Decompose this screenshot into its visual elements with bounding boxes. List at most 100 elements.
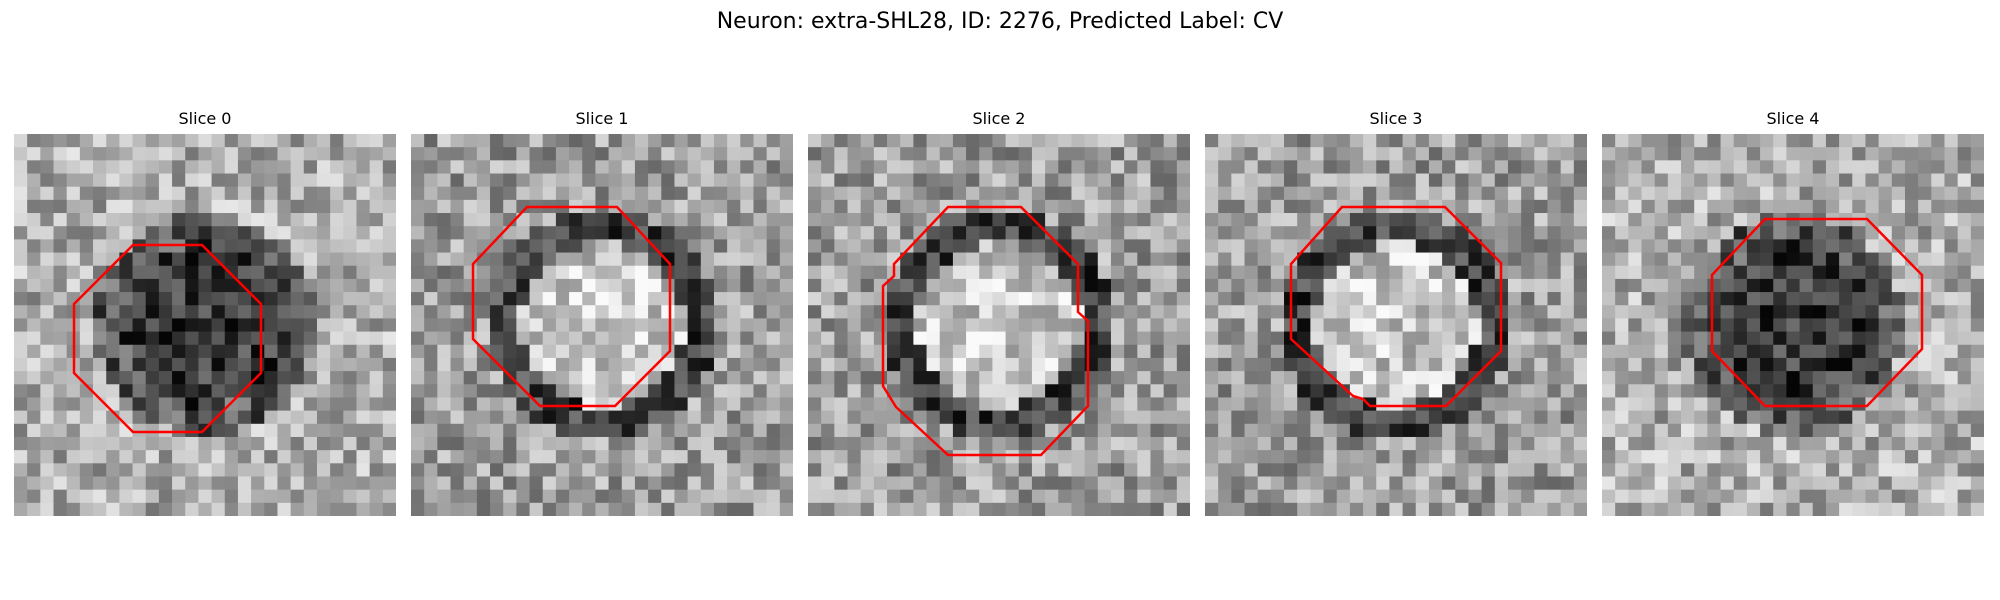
pixel [53, 450, 68, 464]
pixel [1786, 278, 1801, 293]
pixel [1428, 278, 1443, 293]
pixel [1904, 226, 1919, 240]
pixel [516, 463, 531, 478]
pixel [1628, 397, 1643, 412]
pixel [277, 292, 292, 306]
pixel [648, 344, 662, 359]
pixel [1507, 160, 1522, 175]
pixel [1481, 305, 1496, 320]
pixel [490, 357, 504, 372]
pixel [873, 436, 888, 451]
pixel [1310, 305, 1325, 320]
pixel [382, 344, 396, 359]
pixel [621, 173, 636, 188]
pixel [1097, 226, 1112, 240]
pixel [1507, 410, 1522, 425]
pixel [1045, 384, 1059, 399]
pixel [330, 397, 344, 412]
pixel [847, 450, 862, 464]
pixel [1402, 226, 1417, 240]
pixel [211, 450, 226, 464]
pixel [1891, 423, 1906, 438]
pixel [1694, 397, 1708, 412]
pixel [516, 239, 531, 254]
pixel [1336, 384, 1351, 399]
pixel [1602, 265, 1616, 280]
pixel [979, 371, 994, 385]
pixel [316, 265, 331, 280]
pixel [106, 357, 120, 372]
pixel [1376, 384, 1391, 399]
pixel [1137, 502, 1152, 516]
pixel [529, 305, 544, 320]
pixel [1534, 331, 1549, 346]
pixel [185, 423, 200, 438]
pixel [290, 476, 305, 491]
pixel [93, 147, 107, 161]
pixel [1284, 344, 1298, 359]
pixel [40, 423, 55, 438]
pixel [237, 305, 252, 320]
pixel [1231, 331, 1246, 346]
pixel [516, 265, 531, 280]
pixel [264, 134, 279, 148]
pixel [1284, 199, 1298, 214]
pixel [939, 502, 954, 516]
pixel [172, 305, 186, 320]
pixel [661, 134, 676, 148]
pixel [14, 331, 28, 346]
pixel [172, 134, 186, 148]
pixel [1110, 450, 1125, 464]
pixel [808, 463, 822, 478]
pixel [1097, 476, 1112, 491]
pixel [979, 476, 994, 491]
pixel [198, 199, 213, 214]
pixel [476, 502, 491, 516]
pixel [740, 489, 755, 504]
pixel [727, 410, 741, 425]
pixel [1323, 134, 1338, 148]
pixel [1150, 331, 1165, 346]
pixel [93, 318, 107, 333]
pixel [913, 384, 928, 399]
pixel [1218, 160, 1232, 175]
pixel [1323, 186, 1338, 201]
pixel [952, 450, 967, 464]
pixel [1045, 463, 1059, 478]
pixel [661, 436, 676, 451]
pixel [992, 397, 1007, 412]
pixel [463, 344, 478, 359]
pixel [1494, 423, 1509, 438]
pixel [1970, 371, 1984, 385]
pixel [555, 134, 570, 148]
pixel [1760, 371, 1774, 385]
pixel [316, 173, 331, 188]
pixel [1773, 186, 1788, 201]
pixel [1389, 252, 1404, 267]
pixel [158, 292, 173, 306]
pixel [900, 476, 914, 491]
pixel [237, 239, 252, 254]
pixel [1137, 463, 1152, 478]
pixel [1084, 226, 1099, 240]
pixel [1694, 436, 1708, 451]
pixel [1534, 423, 1549, 438]
pixel [1573, 502, 1587, 516]
pixel [740, 436, 755, 451]
pixel [1799, 305, 1814, 320]
pixel [1110, 213, 1125, 227]
pixel [1852, 384, 1867, 399]
pixel [713, 318, 728, 333]
pixel [1402, 384, 1417, 399]
pixel [1707, 318, 1722, 333]
pixel [1904, 292, 1919, 306]
pixel [900, 199, 914, 214]
pixel [847, 252, 862, 267]
pixel [687, 436, 702, 451]
pixel [1468, 502, 1483, 516]
pixel [648, 384, 662, 399]
pixel [661, 213, 676, 227]
pixel [1839, 186, 1853, 201]
pixel [713, 489, 728, 504]
pixel [158, 147, 173, 161]
